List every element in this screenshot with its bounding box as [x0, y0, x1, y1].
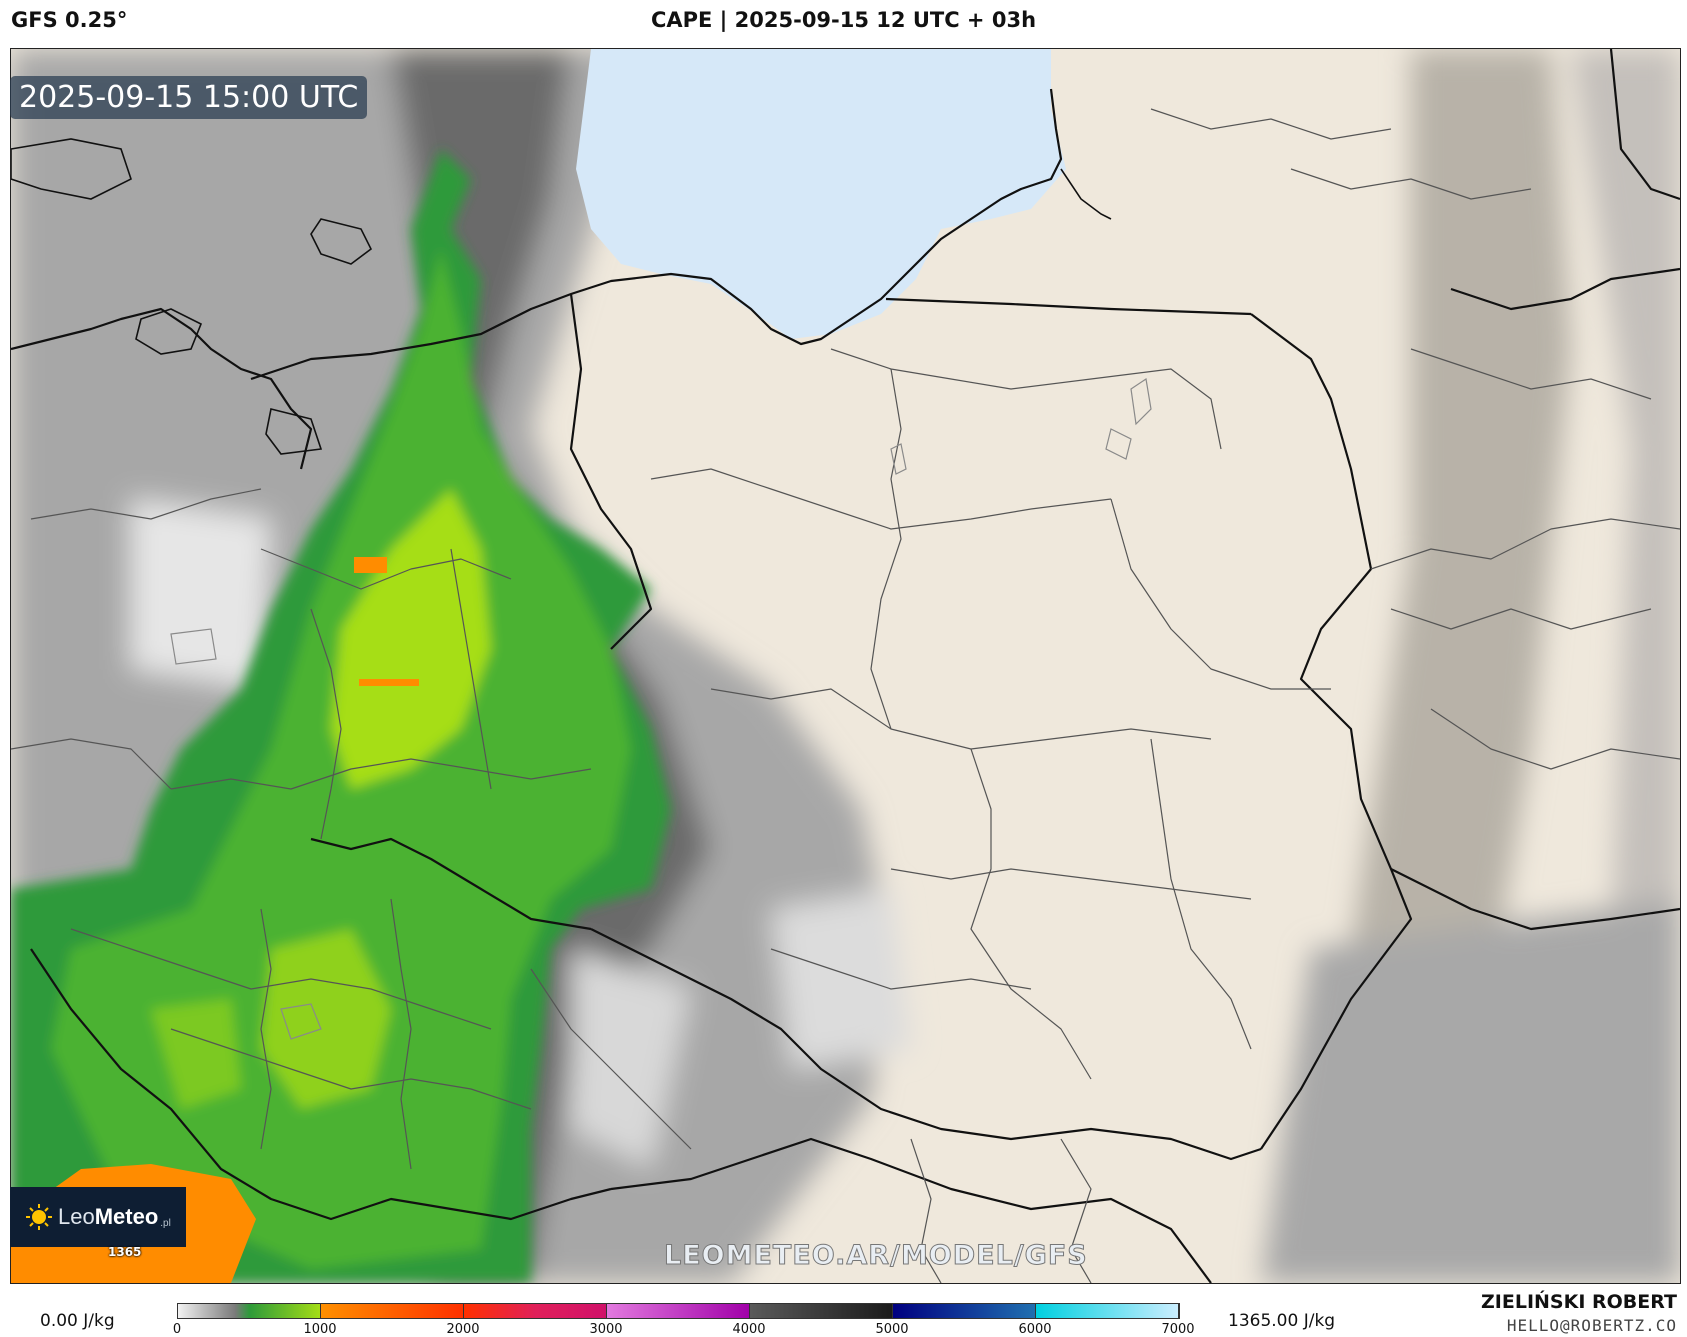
border-pl-lt-by	[1250, 313, 1413, 1150]
pl-region-14	[1430, 708, 1680, 770]
lake-4	[170, 628, 217, 665]
colorbar-tick-line	[320, 1303, 321, 1319]
author-email[interactable]: HELLO@ROBERTZ.CO	[1506, 1316, 1677, 1335]
pl-region-5	[710, 688, 1212, 750]
pl-region-13	[1390, 608, 1652, 630]
border-pl-ru	[885, 297, 1252, 316]
colorbar-tick-label: 2000	[446, 1322, 480, 1337]
baltic-sea	[576, 49, 1066, 339]
lake-3	[890, 443, 907, 475]
island-bornholm	[310, 218, 373, 265]
cape-map[interactable]	[10, 48, 1681, 1284]
logo-leo-text: Leo	[58, 1204, 95, 1229]
pl-region-2	[650, 468, 1112, 530]
country-borders	[11, 49, 1680, 1283]
colorbar-tick-label: 0	[172, 1322, 182, 1337]
cape-plume	[11, 149, 671, 1283]
colorbar-tick-line	[177, 1303, 178, 1319]
leometeo-logo[interactable]: Leo Meteo .pl	[10, 1187, 186, 1247]
author-name: ZIELIŃSKI ROBERT	[1481, 1291, 1677, 1313]
white-patch	[131, 499, 271, 689]
colorbar-current-label: 1365.00 J/kg	[1228, 1311, 1336, 1331]
cz-region-5	[530, 968, 692, 1150]
de-region-3	[170, 758, 592, 790]
de-region-5	[30, 488, 262, 520]
colorbar-tick-label: 4000	[732, 1322, 766, 1337]
orange-cell-1	[354, 557, 387, 573]
lake-1	[1130, 377, 1152, 426]
coast-denmark	[11, 307, 313, 470]
cz-region-4	[390, 898, 412, 1170]
colorbar-tick-label: 7000	[1161, 1322, 1195, 1337]
cz-region-3	[260, 908, 272, 1150]
colorbar	[177, 1303, 1180, 1319]
pl-region-4	[1110, 498, 1331, 690]
border-east-1	[1450, 267, 1680, 311]
colorbar-min-label: 0.00 J/kg	[40, 1311, 115, 1331]
pl-region-6	[970, 748, 1092, 1080]
map-canvas	[11, 49, 1680, 1283]
border-pl-cz-sk	[590, 928, 1262, 1161]
logo-suffix-text: .pl	[160, 1218, 171, 1229]
colorbar-tick-line	[1178, 1303, 1179, 1319]
lake-2	[1105, 428, 1132, 460]
de-region-1	[260, 548, 512, 590]
island-denmark	[11, 138, 132, 200]
logo-meteo-text: Meteo	[94, 1204, 159, 1229]
border-east-2	[1390, 868, 1680, 931]
green-light-area	[331, 489, 491, 789]
pl-region-1	[830, 348, 1222, 450]
colorbar-tick-line	[463, 1303, 464, 1319]
lakes	[170, 377, 1152, 1040]
islands	[11, 138, 1112, 455]
coast-south-baltic	[250, 88, 1063, 381]
de-region-4	[450, 548, 492, 790]
border-cz-sk-south	[610, 1137, 1212, 1283]
green-light-area-2	[261, 929, 391, 1109]
pl-region-8	[1150, 738, 1252, 1050]
sk-region-1	[1060, 1138, 1092, 1283]
border-cz-de	[310, 837, 592, 931]
white-patch-2	[771, 889, 911, 1069]
source-watermark: LEOMETEO.AR/MODEL/GFS	[664, 1240, 1088, 1272]
lake-5	[280, 1003, 322, 1040]
chart-title: CAPE | 2025-09-15 12 UTC + 03h	[650, 8, 1037, 32]
de-region-2	[310, 608, 342, 840]
border-cz-at	[30, 948, 612, 1221]
colorbar-tick-line	[606, 1303, 607, 1319]
pl-region-7	[890, 868, 1252, 900]
pl-region-10	[1290, 168, 1532, 200]
colorbar-tick-label: 6000	[1018, 1322, 1052, 1337]
border-lt-lv	[1609, 49, 1680, 201]
pl-region-9	[770, 948, 1032, 990]
sun-icon	[26, 1204, 52, 1230]
orange-cell-2	[359, 679, 419, 686]
green-light-area-3	[151, 999, 241, 1109]
hel-peninsula	[1060, 168, 1112, 220]
valid-time-label: 2025-09-15 15:00 UTC	[10, 76, 368, 119]
de-region-6	[11, 738, 172, 790]
colorbar-tick-label: 1000	[303, 1322, 337, 1337]
max-value-marker: 1365	[108, 1245, 142, 1259]
by-region-1	[1370, 518, 1680, 570]
cz-region-1	[70, 928, 492, 1030]
region-borders	[11, 108, 1680, 1283]
pl-region-12	[1410, 348, 1652, 400]
colorbar-tick-line	[1035, 1303, 1036, 1319]
model-label: GFS 0.25°	[11, 8, 128, 32]
pl-region-11	[1150, 108, 1392, 140]
white-patch-3	[571, 949, 691, 1169]
cz-region-2	[170, 1028, 532, 1110]
colorbar-tick-line	[749, 1303, 750, 1319]
island-usedom	[265, 408, 323, 455]
pl-region-3	[870, 368, 902, 730]
sk-region-2	[910, 1138, 942, 1283]
colorbar-tick-label: 5000	[875, 1322, 909, 1337]
gray-east-3	[1261, 899, 1680, 1283]
colorbar-tick-label: 3000	[589, 1322, 623, 1337]
colorbar-tick-line	[892, 1303, 893, 1319]
island-rugen	[135, 308, 203, 355]
border-de-pl	[569, 293, 653, 650]
